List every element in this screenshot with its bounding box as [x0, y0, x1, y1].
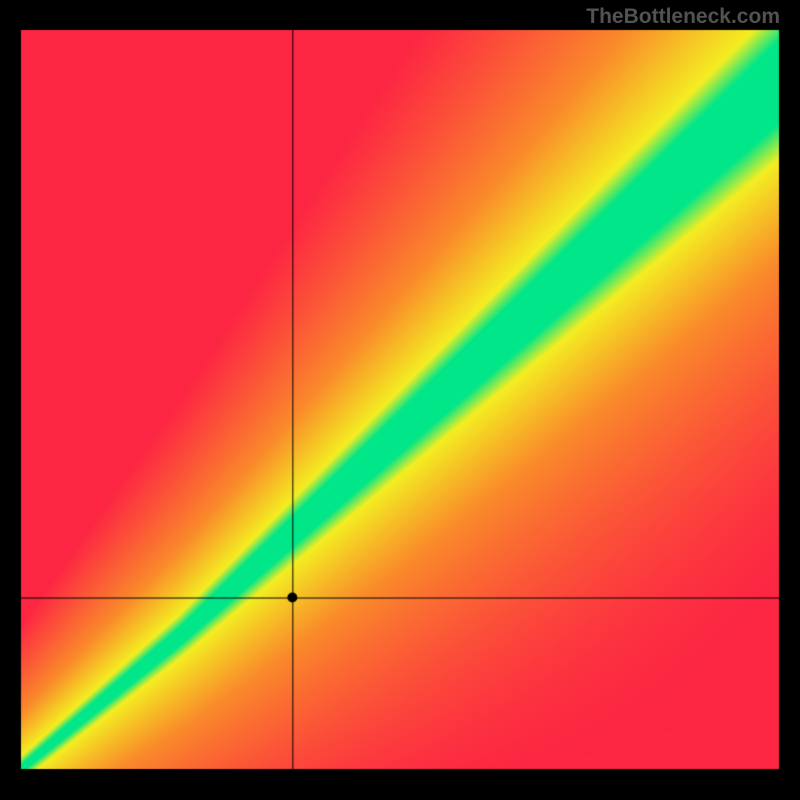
watermark-text: TheBottleneck.com	[586, 5, 780, 29]
bottleneck-heatmap	[0, 0, 800, 800]
